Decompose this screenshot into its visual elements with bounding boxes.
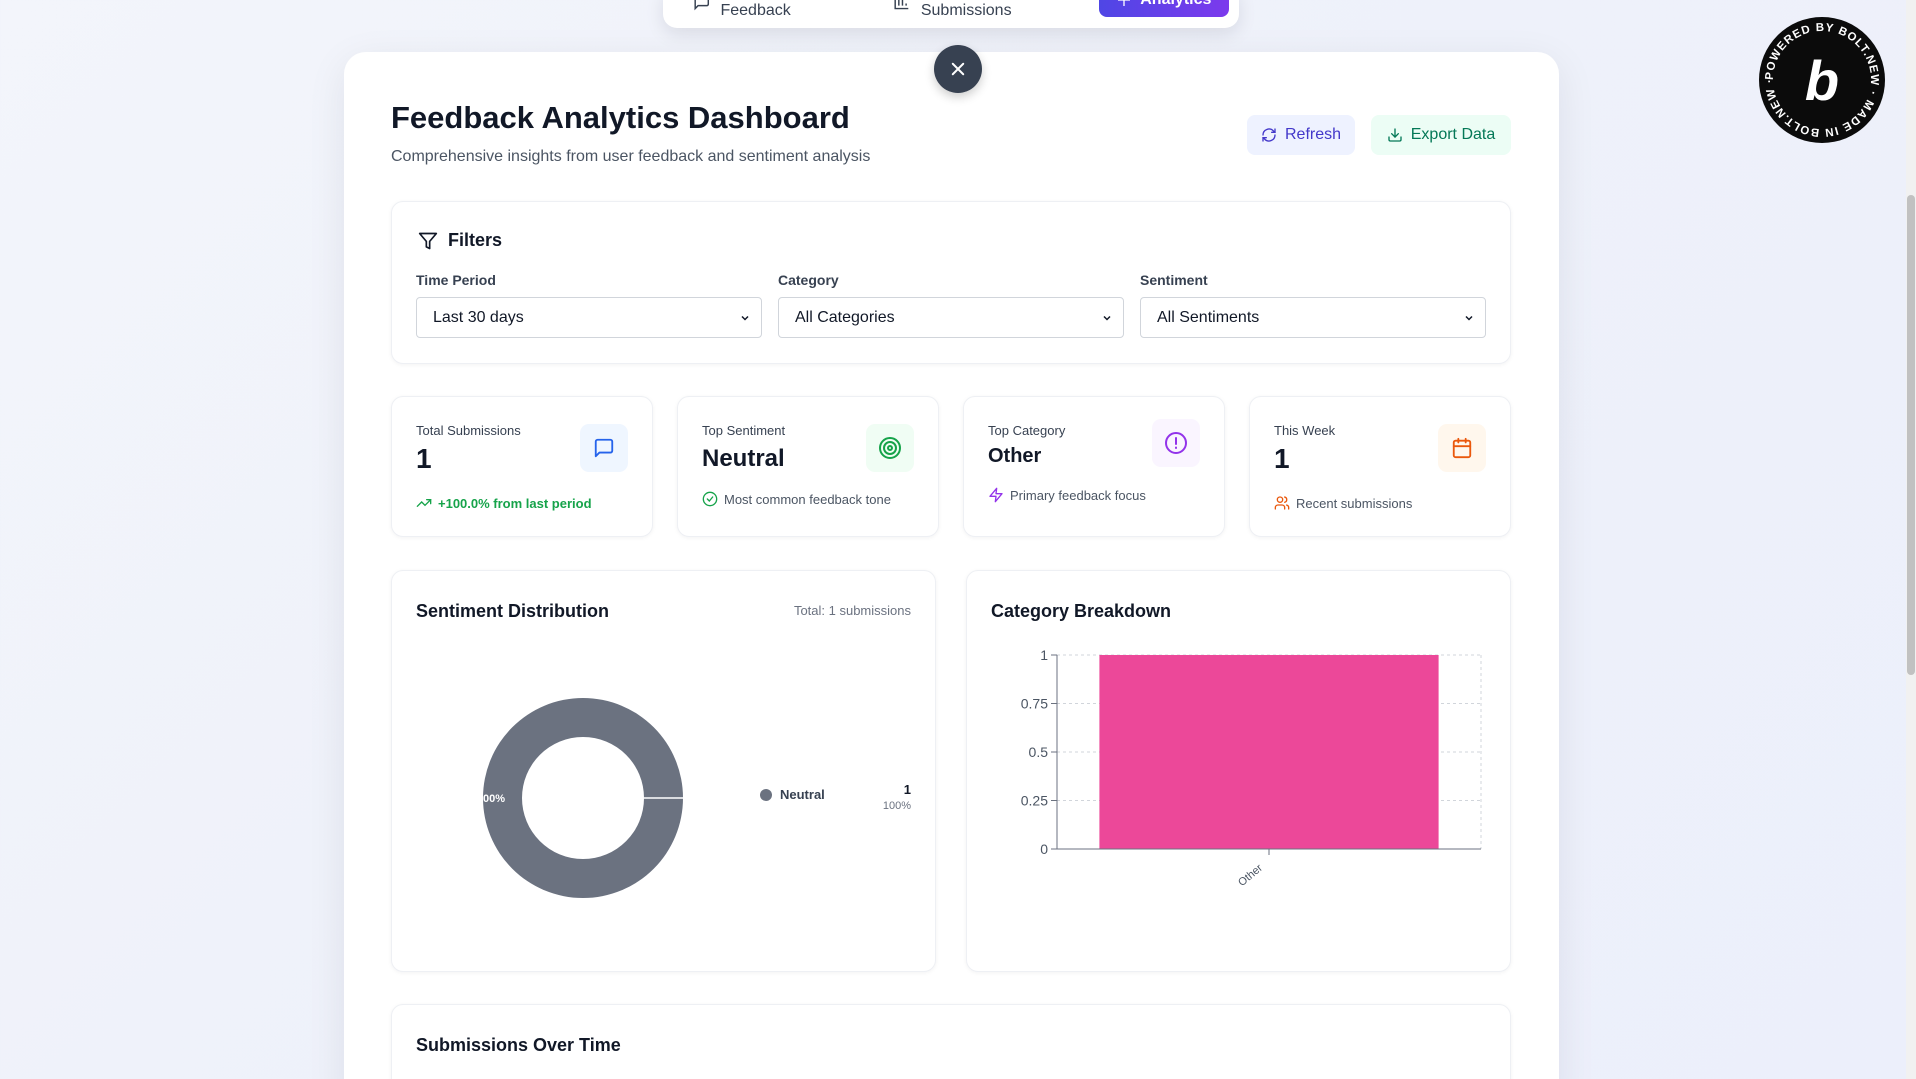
- category-bar-chart: 0 0.25 0.5 0.75 1 Other: [1021, 647, 1482, 889]
- category-chart-title: Category Breakdown: [991, 601, 1172, 621]
- refresh-label: Refresh: [1284, 126, 1342, 143]
- refresh-icon: [1262, 128, 1276, 142]
- close-icon: [951, 62, 965, 76]
- bar-chart-icon: [894, 0, 909, 10]
- stat-value: Other: [988, 445, 1042, 467]
- stat-value: 1: [416, 443, 432, 474]
- bolt-badge[interactable]: POWERED BY BOLT.NEW · MADE IN BOLT.NEW ·…: [1758, 16, 1886, 144]
- nav-view-submissions[interactable]: View Submissions: [893, 0, 1046, 20]
- stat-label: This Week: [1274, 423, 1336, 438]
- stat-icon-box: [1152, 419, 1200, 467]
- nav-submit-feedback[interactable]: Submit Feedback: [693, 0, 841, 20]
- stat-foot-text: Recent submissions: [1296, 495, 1413, 511]
- sparkle-icon: [1118, 0, 1131, 6]
- chevron-down-icon: [1103, 315, 1111, 321]
- category-label: Category: [778, 272, 839, 288]
- x-tick-label: Other: [1236, 862, 1265, 889]
- nav-view-label: View Submissions: [920, 0, 1012, 19]
- pie-slice-label: 100%: [477, 793, 505, 805]
- filters-title: Filters: [448, 230, 503, 250]
- sentiment-chart-title: Sentiment Distribution: [416, 601, 609, 621]
- users-icon: [1274, 496, 1290, 510]
- category-select[interactable]: All Categories: [778, 297, 1124, 338]
- scrollbar-thumb[interactable]: [1907, 195, 1915, 675]
- top-nav: Submit Feedback View Submissions Analyti…: [663, 0, 1239, 28]
- submissions-over-time-panel: Submissions Over Time: [391, 1004, 1511, 1079]
- sentiment-select[interactable]: All Sentiments: [1140, 297, 1486, 338]
- export-label: Export Data: [1410, 126, 1496, 143]
- sentiment-label: Sentiment: [1140, 272, 1208, 288]
- stat-card-top-category: Top Category Other Primary feedback focu…: [963, 396, 1225, 537]
- legend-item-neutral: Neutral: [760, 787, 825, 802]
- legend-swatch: [760, 788, 772, 801]
- export-data-button[interactable]: Export Data: [1371, 115, 1511, 155]
- stat-card-total-submissions: Total Submissions 1 +100.0% from last pe…: [391, 396, 653, 537]
- sentiment-value: All Sentiments: [1157, 308, 1260, 326]
- sentiment-chart-total: Total: 1 submissions: [793, 603, 911, 618]
- stat-card-this-week: This Week 1 Recent submissions: [1249, 396, 1511, 537]
- y-tick-label: 0.25: [1021, 793, 1048, 809]
- stat-foot-text: +100.0% from last period: [438, 495, 592, 511]
- legend-count: 1: [903, 782, 911, 797]
- message-square-icon: [694, 0, 710, 11]
- page-subtitle: Comprehensive insights from user feedbac…: [391, 148, 871, 165]
- calendar-icon: [1452, 437, 1472, 459]
- stat-foot: Most common feedback tone: [702, 491, 891, 507]
- y-tick-label: 0.5: [1029, 744, 1049, 760]
- category-filter: Category All Categories: [778, 272, 1124, 338]
- stat-icon-box: [866, 424, 914, 472]
- sentiment-distribution-panel: Sentiment Distribution Total: 1 submissi…: [391, 570, 936, 972]
- stat-label: Top Category: [988, 423, 1066, 438]
- y-tick-label: 0: [1040, 841, 1048, 857]
- nav-submit-label: Submit Feedback: [720, 0, 791, 19]
- stat-label: Top Sentiment: [702, 423, 786, 438]
- stat-value: 1: [1274, 443, 1290, 474]
- legend-label: Neutral: [780, 787, 825, 802]
- stat-icon-box: [580, 424, 628, 472]
- stat-value: Neutral: [702, 445, 785, 472]
- alert-circle-icon: [1165, 432, 1187, 454]
- chevron-down-icon: [1465, 315, 1473, 321]
- check-circle-icon: [702, 491, 718, 507]
- stat-label: Total Submissions: [416, 423, 521, 438]
- pie-slice-neutral[interactable]: [483, 697, 683, 899]
- legend-percent: 100%: [882, 800, 911, 812]
- sentiment-donut-chart: 100%: [477, 697, 683, 899]
- close-button[interactable]: [934, 45, 982, 93]
- bolt-logo-icon: b: [1805, 49, 1839, 112]
- filters-panel: Filters Time Period Last 30 days Categor…: [391, 201, 1511, 364]
- trending-up-icon: [416, 499, 432, 507]
- category-breakdown-panel: Category Breakdown 0 0.25 0.5 0.75 1 Other: [966, 570, 1511, 972]
- badge-background: [1759, 17, 1885, 143]
- stat-foot: +100.0% from last period: [416, 495, 592, 511]
- time-period-value: Last 30 days: [433, 308, 524, 326]
- nav-analytics[interactable]: Analytics: [1098, 0, 1229, 17]
- time-period-filter: Time Period Last 30 days: [416, 272, 762, 338]
- page-scrollbar[interactable]: [1906, 0, 1916, 1079]
- refresh-button[interactable]: Refresh: [1247, 115, 1355, 155]
- sentiment-filter: Sentiment All Sentiments: [1140, 272, 1486, 338]
- stat-foot: Primary feedback focus: [988, 487, 1146, 503]
- stat-foot: Recent submissions: [1274, 495, 1412, 511]
- zap-icon: [989, 487, 1003, 503]
- filters-heading: Filters: [418, 230, 502, 251]
- chevron-down-icon: [741, 315, 749, 321]
- message-icon: [594, 438, 614, 458]
- time-period-label: Time Period: [416, 272, 496, 288]
- download-icon: [1388, 128, 1402, 142]
- y-tick-label: 1: [1040, 647, 1048, 663]
- page-title: Feedback Analytics Dashboard: [391, 100, 850, 135]
- nav-analytics-label: Analytics: [1140, 0, 1211, 9]
- category-value: All Categories: [795, 308, 895, 326]
- y-tick-label: 0.75: [1021, 696, 1048, 712]
- filter-icon: [418, 232, 438, 249]
- stat-icon-box: [1438, 424, 1486, 472]
- stat-foot-text: Primary feedback focus: [1010, 487, 1146, 503]
- stat-card-top-sentiment: Top Sentiment Neutral Most common feedba…: [677, 396, 939, 537]
- time-period-select[interactable]: Last 30 days: [416, 297, 762, 338]
- over-time-title: Submissions Over Time: [416, 1035, 621, 1055]
- bar-other[interactable]: [1099, 655, 1439, 849]
- target-icon: [879, 437, 901, 459]
- stat-foot-text: Most common feedback tone: [724, 491, 891, 507]
